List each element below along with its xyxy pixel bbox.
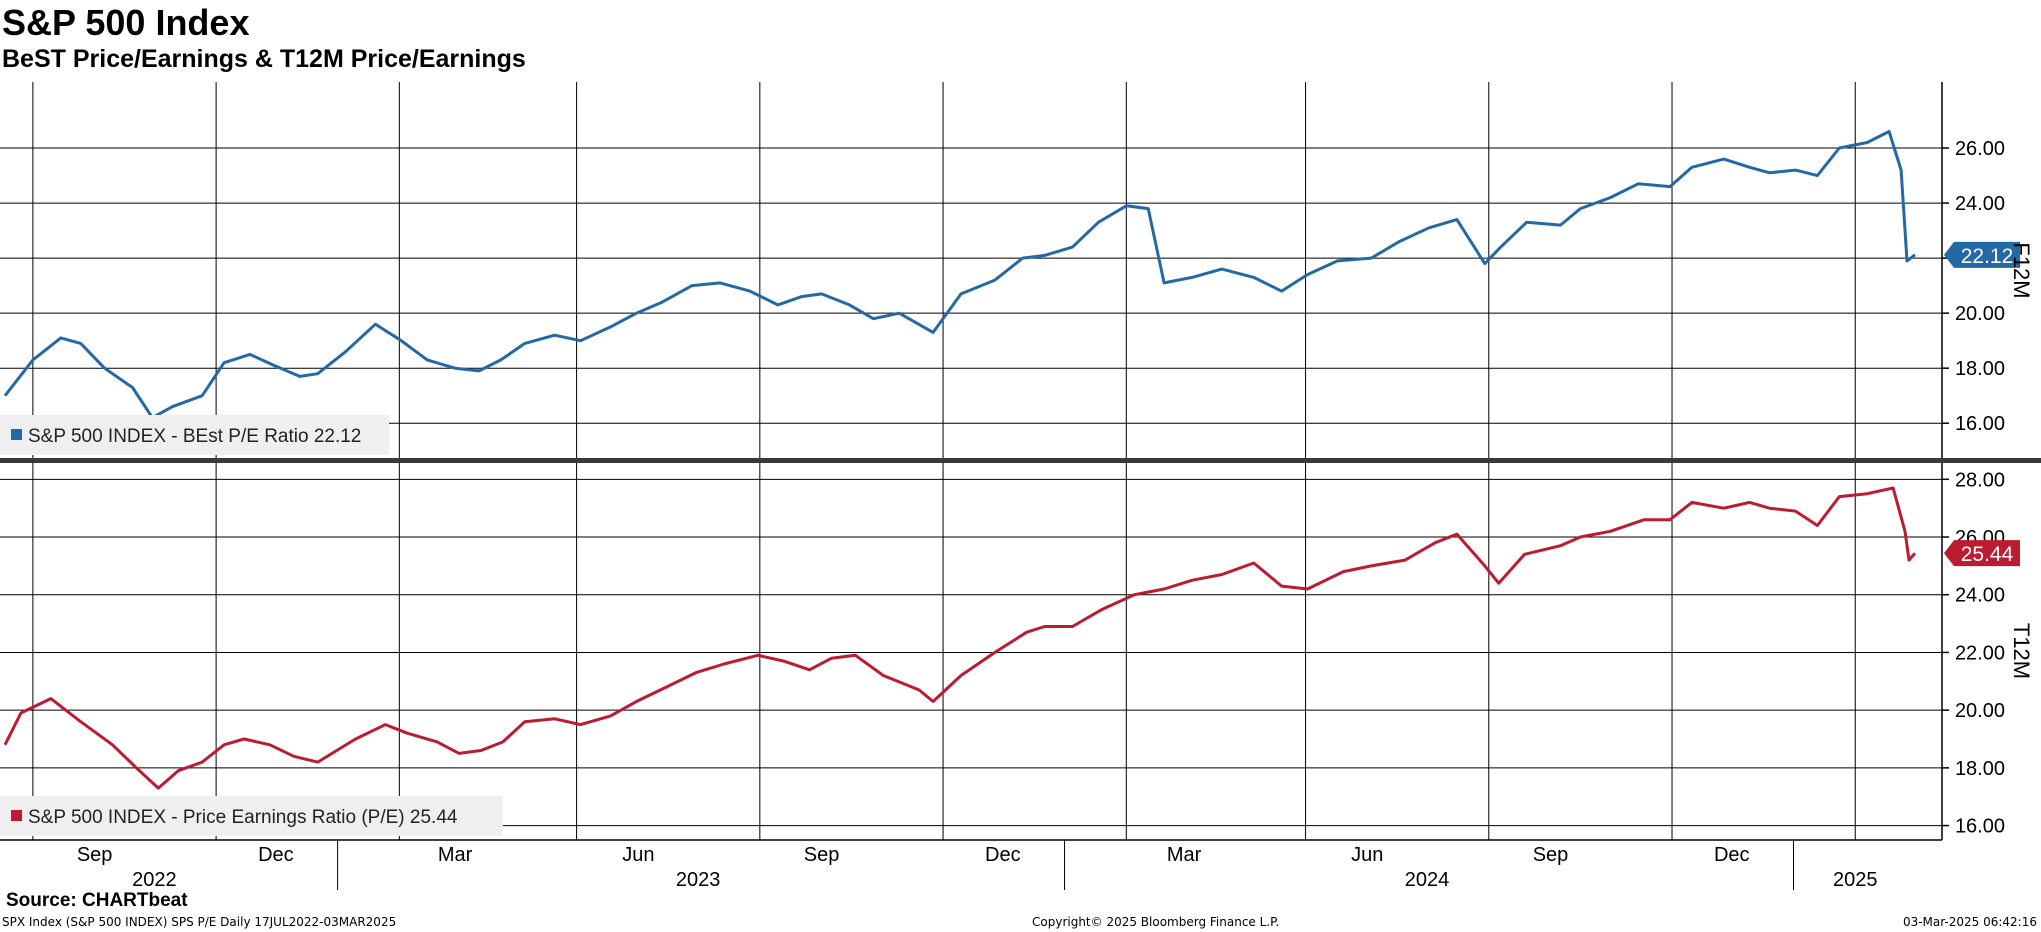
y-tick-label: 18.00 [1955,758,2005,780]
legend-box [0,796,503,836]
footer-ticker-info: SPX Index (S&P 500 INDEX) SPS P/E Daily … [2,915,397,929]
last-value-flag [1944,540,2020,567]
y-tick-label: 20.00 [1955,303,2005,325]
y-tick-label: 24.00 [1955,193,2005,215]
chart-subtitle: BeST Price/Earnings & T12M Price/Earning… [2,45,526,73]
trailing-pe-line [3,486,1917,790]
footer-timestamp: 03-Mar-2025 06:42:16 [1902,915,2037,929]
x-tick-label: Jun [1351,844,1383,866]
x-year-label: 2025 [1833,869,1878,891]
y-tick-label: 16.00 [1955,413,2005,435]
x-tick-label: Sep [1533,844,1569,866]
y-tick-label: 16.00 [1955,816,2005,838]
source-note: Source: CHARTbeat [6,890,188,911]
legend-swatch [11,810,22,821]
x-tick-label: Sep [77,844,113,866]
y-tick-label: 18.00 [1955,358,2005,380]
series-lines [3,130,1917,790]
best-pe-line [3,130,1916,420]
gridlines [0,82,1942,840]
axis-name-label: F12M [2009,242,2034,298]
legend-label: S&P 500 INDEX - Price Earnings Ratio (P/… [28,807,458,828]
x-tick-label: Dec [1714,844,1750,866]
y-tick-label: 26.00 [1955,138,2005,160]
x-year-label: 2022 [132,869,177,891]
last-value-label: 25.44 [1961,543,2014,566]
panel-separator [0,458,2041,463]
y-tick-label: 20.00 [1955,700,2005,722]
axis-name-label: T12M [2009,623,2034,679]
legends: S&P 500 INDEX - BEst P/E Ratio 22.12 S&P … [0,415,503,836]
x-tick-label: Mar [1167,844,1202,866]
x-year-label: 2023 [676,869,721,891]
x-year-label: 2024 [1405,869,1450,891]
x-tick-label: Jun [622,844,654,866]
y-tick-label: 28.00 [1955,469,2005,491]
y-tick-label: 24.00 [1955,585,2005,607]
x-tick-label: Dec [985,844,1021,866]
x-tick-label: Sep [804,844,840,866]
y-tick-label: 22.00 [1955,642,2005,664]
chart-title: S&P 500 Index [2,2,250,43]
legend-swatch [11,429,22,440]
legend-box [0,415,389,455]
last-value-flag [1944,241,2020,268]
footer-copyright: Copyright© 2025 Bloomberg Finance L.P. [1032,915,1280,929]
x-tick-label: Dec [258,844,294,866]
last-value-label: 22.12 [1961,245,2014,268]
legend-label: S&P 500 INDEX - BEst P/E Ratio 22.12 [28,426,361,447]
x-tick-label: Mar [438,844,473,866]
